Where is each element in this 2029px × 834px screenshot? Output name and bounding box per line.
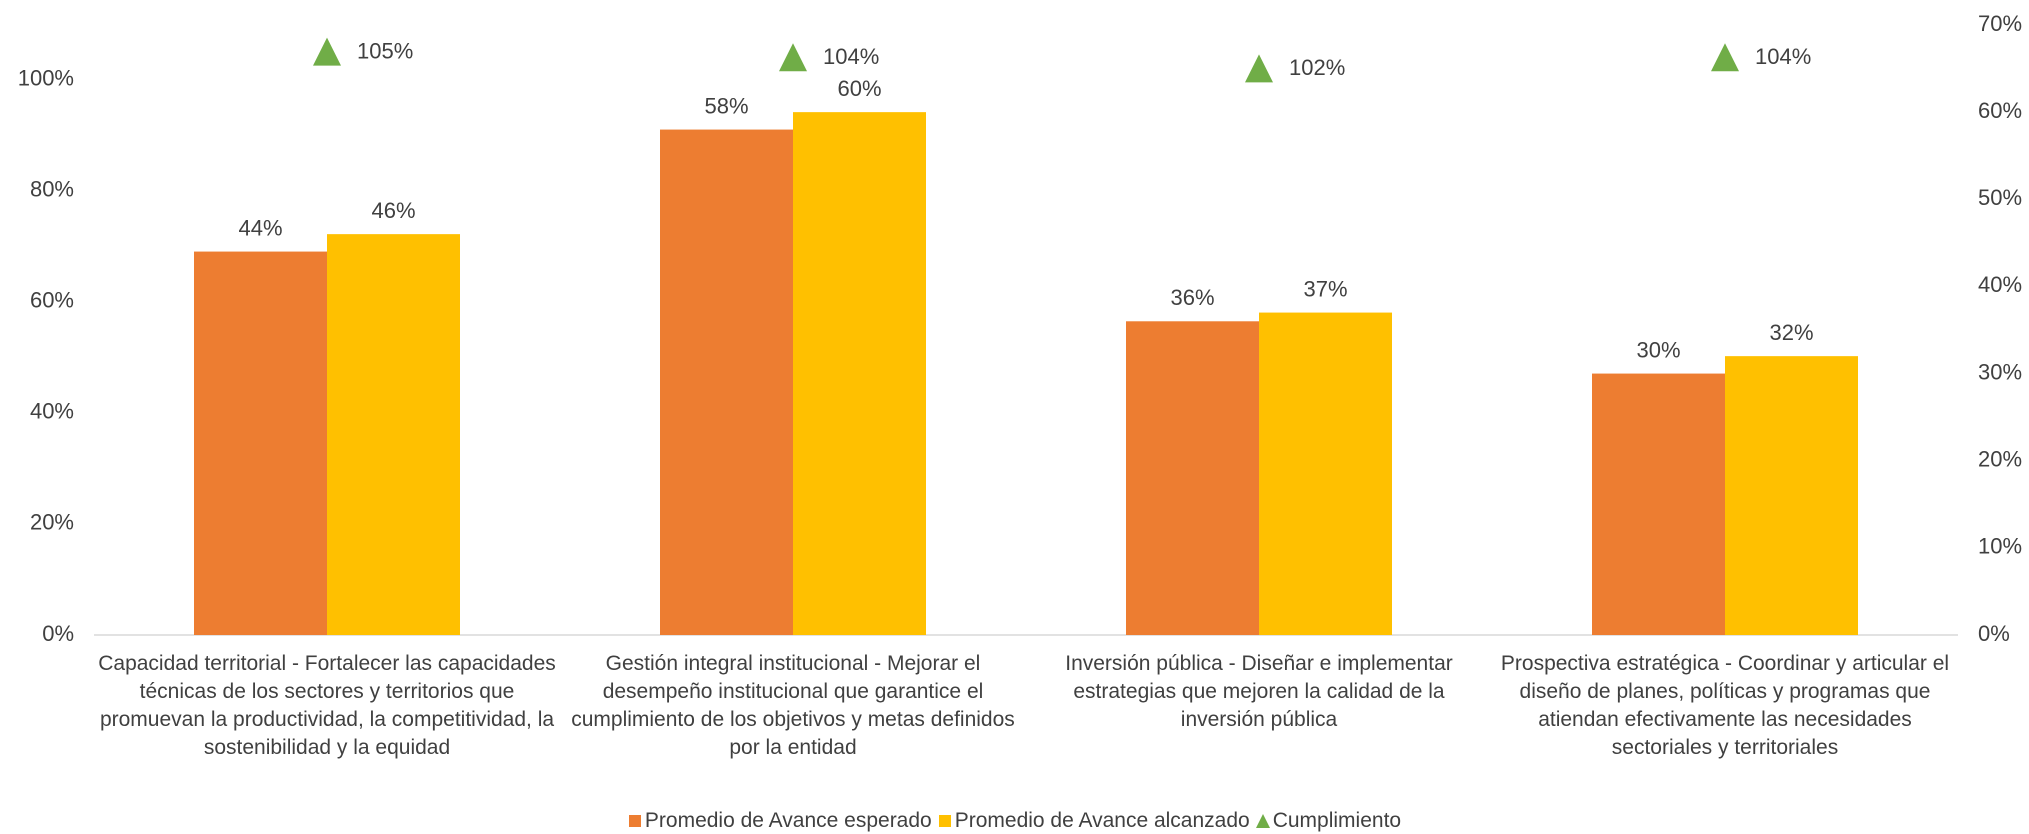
legend: Promedio de Avance esperado Promedio de A… xyxy=(0,809,2029,833)
y2-tick-label: 10% xyxy=(1978,534,2022,559)
y2-tick-label: 60% xyxy=(1978,98,2022,123)
y2-tick-label: 0% xyxy=(1978,621,2010,646)
legend-label: Promedio de Avance alcanzado xyxy=(954,809,1250,832)
triangle-marker xyxy=(779,43,807,72)
bar xyxy=(194,251,327,636)
y2-tick-label: 50% xyxy=(1978,185,2022,210)
x-tick-label: Capacidad territorial - Fortalecer las c… xyxy=(98,652,556,759)
y2-tick-label: 40% xyxy=(1978,272,2022,297)
data-label: 104% xyxy=(1755,44,1811,69)
data-label: 36% xyxy=(1170,285,1214,310)
data-label: 60% xyxy=(837,76,881,101)
legend-item: Cumplimiento xyxy=(1255,809,1402,833)
legend-swatch xyxy=(628,815,641,827)
legend-swatch xyxy=(938,815,951,827)
y2-tick-label: 20% xyxy=(1978,447,2022,472)
data-label: 44% xyxy=(238,215,282,240)
legend-swatch xyxy=(1255,814,1270,828)
data-label: 30% xyxy=(1636,337,1680,362)
y-tick-label: 40% xyxy=(30,399,74,424)
y2-tick-label: 70% xyxy=(1978,11,2022,36)
x-tick-label-box: Capacidad territorial - Fortalecer las c… xyxy=(98,652,556,759)
x-tick-label-box: Inversión pública - Diseñar e implementa… xyxy=(1065,652,1453,731)
legend-item: Promedio de Avance alcanzado xyxy=(938,809,1250,833)
legend-label: Promedio de Avance esperado xyxy=(644,809,932,832)
legend-item: Promedio de Avance esperado xyxy=(628,809,932,833)
x-tick-label: Prospectiva estratégica - Coordinar y ar… xyxy=(1500,652,1950,759)
bar xyxy=(1592,373,1725,635)
bar xyxy=(1126,321,1259,635)
data-label: 46% xyxy=(371,198,415,223)
data-label: 102% xyxy=(1289,55,1345,80)
bar xyxy=(327,234,460,635)
x-tick-label-box: Gestión integral institucional - Mejorar… xyxy=(571,652,1015,759)
data-label: 32% xyxy=(1769,320,1813,345)
data-label: 37% xyxy=(1303,276,1347,301)
y2-tick-label: 30% xyxy=(1978,359,2022,384)
y-tick-label: 60% xyxy=(30,287,74,312)
bar xyxy=(1259,312,1392,635)
triangle-marker xyxy=(313,37,341,66)
y-tick-label: 100% xyxy=(18,65,74,90)
data-label: 104% xyxy=(823,44,879,69)
bar xyxy=(660,129,793,636)
y-tick-label: 0% xyxy=(42,621,74,646)
y-tick-label: 20% xyxy=(30,510,74,535)
x-tick-label: Inversión pública - Diseñar e implementa… xyxy=(1065,652,1453,731)
legend-label: Cumplimiento xyxy=(1272,809,1402,832)
bar xyxy=(793,112,926,635)
triangle-marker xyxy=(1711,43,1739,72)
x-tick-label: Gestión integral institucional - Mejorar… xyxy=(571,652,1015,759)
bar xyxy=(1725,356,1858,635)
x-tick-label-box: Prospectiva estratégica - Coordinar y ar… xyxy=(1500,652,1950,759)
data-label: 105% xyxy=(357,38,413,63)
data-label: 58% xyxy=(704,93,748,118)
triangle-marker xyxy=(1245,54,1273,83)
y-tick-label: 80% xyxy=(30,176,74,201)
